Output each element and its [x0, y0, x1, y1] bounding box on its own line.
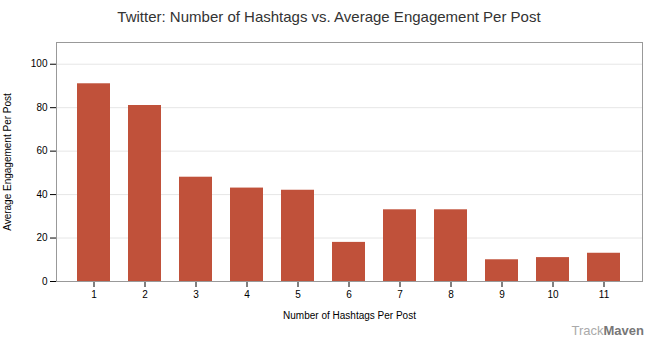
- svg-text:100: 100: [31, 58, 48, 69]
- svg-text:3: 3: [193, 289, 199, 300]
- svg-text:Number of Hashtags Per Post: Number of Hashtags Per Post: [283, 310, 416, 321]
- svg-text:5: 5: [295, 289, 301, 300]
- svg-text:9: 9: [499, 289, 505, 300]
- html-text:Track Maven: Track Maven: [571, 323, 644, 338]
- svg-text:80: 80: [36, 102, 48, 113]
- svg-text:6: 6: [346, 289, 352, 300]
- svg-text:10: 10: [547, 289, 559, 300]
- svg-text:20: 20: [36, 232, 48, 243]
- svg-text:Average Engagement Per Post: Average Engagement Per Post: [2, 93, 13, 231]
- svg-text:4: 4: [244, 289, 250, 300]
- svg-text:2: 2: [142, 289, 148, 300]
- svg-text:60: 60: [36, 145, 48, 156]
- svg-text:8: 8: [448, 289, 454, 300]
- svg-text:0: 0: [42, 276, 48, 287]
- svg-text:40: 40: [36, 189, 48, 200]
- html-text:Twitter: Number of Hashtags vs: Twitter: Number of Hashtags vs. Average …: [117, 8, 541, 25]
- svg-text:1: 1: [91, 289, 97, 300]
- svg-text:7: 7: [397, 289, 403, 300]
- svg-text:11: 11: [599, 289, 610, 300]
